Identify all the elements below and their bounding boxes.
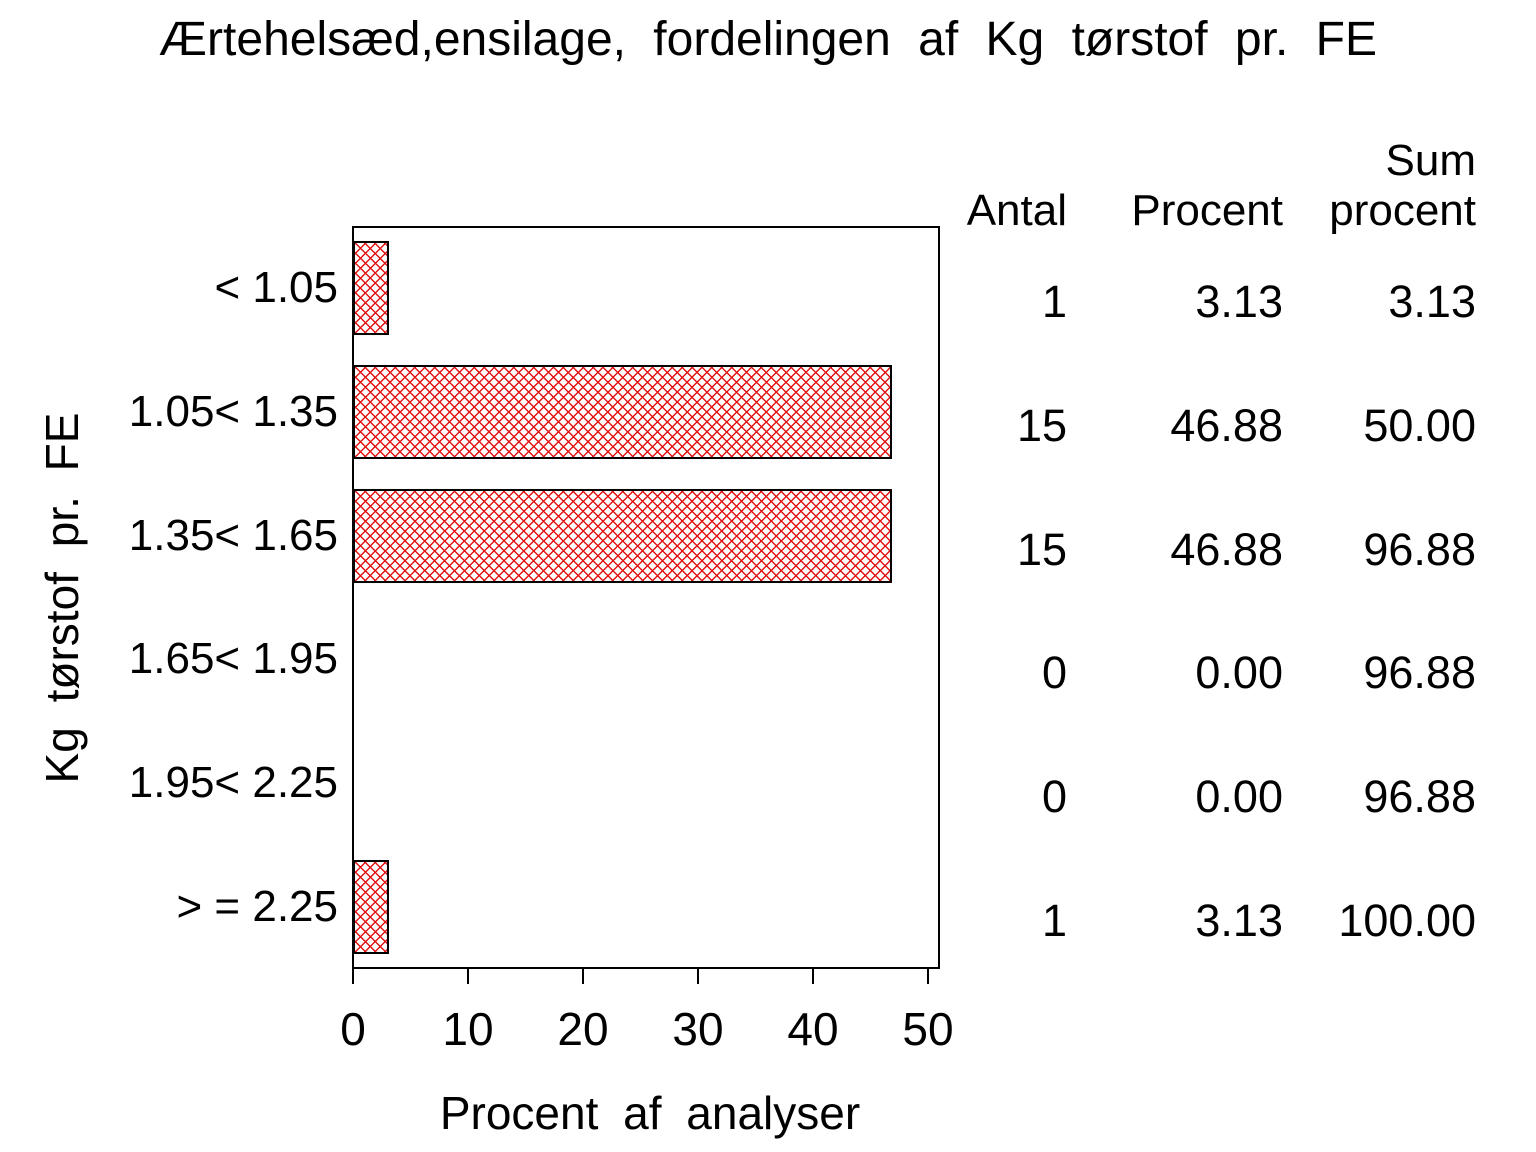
cell-antal: 1 xyxy=(1041,895,1067,947)
bar xyxy=(353,860,389,955)
bar xyxy=(353,364,892,459)
x-tick-label: 40 xyxy=(787,1003,839,1055)
x-tick-label: 30 xyxy=(672,1003,724,1055)
cell-procent: 3.13 xyxy=(1195,895,1283,947)
cell-sum-procent: 100.00 xyxy=(1338,895,1476,947)
table-header-sum-procent: Sum procent xyxy=(0,136,1476,236)
y-category-label: 1.05< 1.35 xyxy=(128,386,338,436)
cell-procent: 3.13 xyxy=(1195,275,1283,327)
cell-antal: 1 xyxy=(1041,275,1067,327)
table-header-sum-line2: procent xyxy=(1329,186,1476,235)
y-category-label: 1.35< 1.65 xyxy=(128,510,338,560)
table-header-sum-line1: Sum xyxy=(1385,136,1476,185)
x-tick-label: 20 xyxy=(557,1003,609,1055)
cell-procent: 46.88 xyxy=(1170,399,1283,451)
table-header-procent: Procent xyxy=(1131,186,1283,235)
y-axis-title: Kg tørstof pr. FE xyxy=(36,412,88,784)
table-header-antal: Antal xyxy=(966,186,1067,235)
cell-sum-procent: 96.88 xyxy=(1363,523,1476,575)
x-tick-mark xyxy=(352,969,354,984)
y-category-label: 1.65< 1.95 xyxy=(128,634,338,684)
cell-sum-procent: 96.88 xyxy=(1363,771,1476,823)
x-axis-title: Procent af analyser xyxy=(439,1087,861,1139)
cell-antal: 0 xyxy=(1041,647,1067,699)
x-tick-mark xyxy=(582,969,584,984)
y-category-label: > = 2.25 xyxy=(176,882,338,932)
bar xyxy=(353,488,892,583)
cell-procent: 46.88 xyxy=(1170,523,1283,575)
y-category-label: 1.95< 2.25 xyxy=(128,758,338,808)
x-tick-mark xyxy=(467,969,469,984)
x-tick-mark xyxy=(812,969,814,984)
x-tick-label: 0 xyxy=(340,1003,366,1055)
x-tick-label: 50 xyxy=(902,1003,954,1055)
cell-sum-procent: 3.13 xyxy=(1388,275,1476,327)
y-category-label: < 1.05 xyxy=(214,262,338,312)
cell-procent: 0.00 xyxy=(1195,771,1283,823)
x-tick-mark xyxy=(927,969,929,984)
bar xyxy=(353,240,389,335)
cell-antal: 15 xyxy=(1016,523,1067,575)
x-tick-mark xyxy=(697,969,699,984)
cell-sum-procent: 50.00 xyxy=(1363,399,1476,451)
cell-antal: 0 xyxy=(1041,771,1067,823)
cell-procent: 0.00 xyxy=(1195,647,1283,699)
cell-antal: 15 xyxy=(1016,399,1067,451)
cell-sum-procent: 96.88 xyxy=(1363,647,1476,699)
chart-title: Ærtehelsæd,ensilage, fordelingen af Kg t… xyxy=(159,13,1377,66)
x-tick-label: 10 xyxy=(442,1003,494,1055)
plot-area xyxy=(352,226,940,969)
